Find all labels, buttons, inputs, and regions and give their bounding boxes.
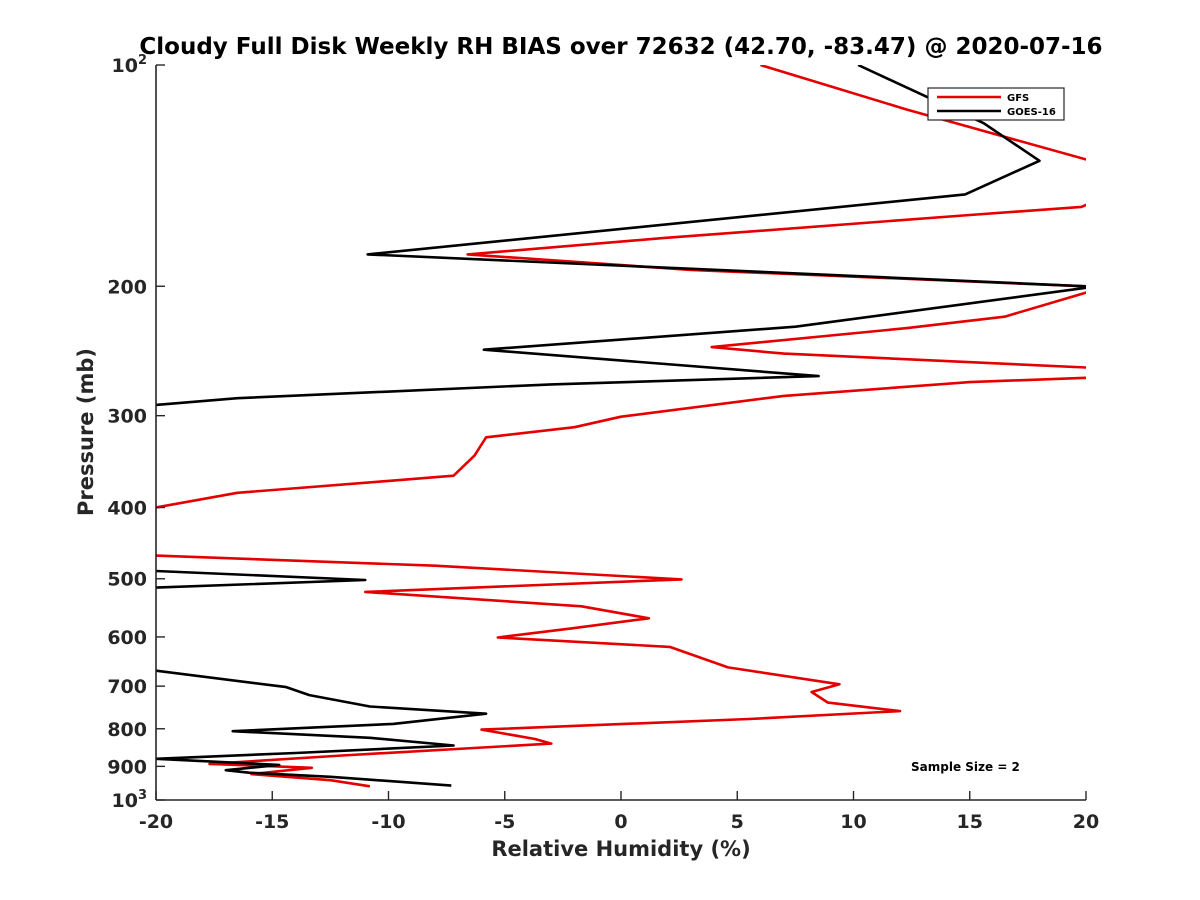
- x-tick-label: 0: [614, 811, 627, 833]
- x-ticks: -20 -15 -10 -5 0 5 10 15 20: [139, 791, 1099, 833]
- series-layer: [156, 65, 1086, 788]
- y-tick-label: 500: [107, 569, 147, 591]
- y-tick-label: 200: [107, 276, 147, 298]
- x-tick-label: -10: [371, 811, 405, 833]
- y-axis-label: Pressure (mb): [74, 348, 98, 516]
- series-line-gfs: [156, 376, 1086, 509]
- y-tick-label: 400: [107, 498, 147, 520]
- series-goes16: [156, 65, 1086, 787]
- y-tick-label: 103: [112, 788, 148, 812]
- y-tick-label: 300: [107, 406, 147, 428]
- series-line-gfs: [710, 291, 1086, 369]
- x-tick-label: -15: [255, 811, 289, 833]
- y-tick-label: 900: [107, 756, 147, 778]
- legend-box: [927, 87, 1065, 121]
- series-line-goes16: [156, 569, 367, 589]
- y-tick-label: 800: [107, 719, 147, 741]
- sample-size-annotation: Sample Size = 2: [911, 760, 1020, 774]
- chart-title: Cloudy Full Disk Weekly RH BIAS over 726…: [139, 34, 1102, 60]
- y-ticks: 102 200 300 400 500 600 700 800 900 103: [107, 53, 165, 812]
- legend-label-gfs: GFS: [1007, 93, 1029, 104]
- x-axis-label: Relative Humidity (%): [491, 837, 750, 861]
- series-line-goes16: [156, 669, 488, 787]
- series-line-gfs: [760, 65, 1086, 161]
- series-line-goes16: [156, 286, 1086, 407]
- x-tick-label: -20: [139, 811, 173, 833]
- x-tick-label: 10: [840, 811, 866, 833]
- legend: GFS GOES-16: [927, 87, 1065, 121]
- x-tick-label: 15: [957, 811, 983, 833]
- y-tick-label: 102: [112, 53, 148, 77]
- y-tick-label: 700: [107, 676, 147, 698]
- series-gfs: [156, 65, 1086, 788]
- series-line-gfs: [156, 554, 902, 788]
- x-tick-label: -5: [494, 811, 515, 833]
- x-tick-label: 20: [1073, 811, 1099, 833]
- x-tick-label: 5: [731, 811, 744, 833]
- legend-label-goes16: GOES-16: [1007, 107, 1056, 118]
- y-tick-label: 600: [107, 627, 147, 649]
